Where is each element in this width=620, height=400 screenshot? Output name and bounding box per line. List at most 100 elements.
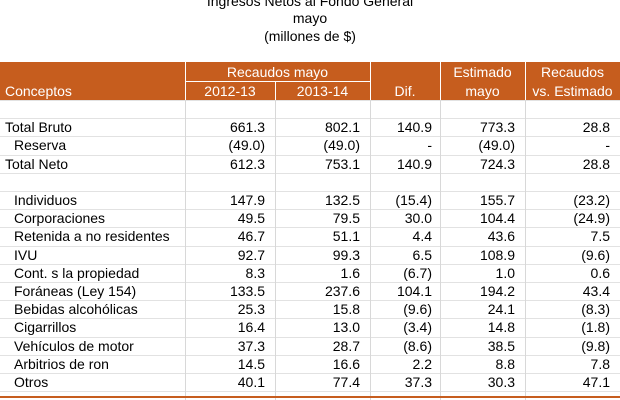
cell: 612.3: [229, 155, 265, 172]
header-group: Recaudos mayo: [226, 64, 329, 80]
row-label: IVU: [14, 246, 38, 263]
cell: 25.3: [237, 301, 265, 318]
cell: 16.4: [237, 319, 265, 336]
cell: 43.6: [487, 228, 515, 245]
cell: (49.0): [478, 137, 515, 154]
title-line: Ingresos Netos al Fondo General: [206, 0, 414, 9]
header-cell: Conceptos: [5, 83, 72, 99]
row-line: [0, 118, 620, 120]
cell: 30.3: [487, 374, 515, 390]
row-label: Reserva: [14, 137, 67, 154]
row-line: [0, 100, 620, 101]
row-line: [0, 282, 620, 283]
row-line: [0, 373, 620, 374]
cell: 28.8: [582, 155, 610, 172]
cell: 194.2: [479, 283, 515, 299]
cell: 7.5: [590, 228, 610, 245]
cell: (23.2): [573, 192, 610, 208]
row-line: [0, 318, 620, 320]
col-line: [275, 100, 276, 400]
cell: (9.6): [581, 246, 610, 263]
row-line: [0, 172, 620, 174]
row-label: Total Neto: [5, 155, 69, 172]
cell: (3.4): [403, 319, 432, 336]
cell: 724.3: [479, 155, 515, 172]
cell: (8.6): [403, 337, 432, 354]
cell: 24.1: [487, 301, 515, 318]
cell: 140.9: [396, 155, 432, 172]
row-label: Retenida a no residentes: [14, 228, 170, 245]
cell: 46.7: [237, 228, 265, 245]
row-label: Cigarrillos: [14, 319, 77, 336]
header-divider: [275, 81, 276, 100]
bottom-border: [0, 396, 620, 398]
cell: 237.6: [324, 283, 360, 299]
col-line: [440, 100, 441, 400]
cell: 108.9: [479, 246, 515, 263]
cell: 4.4: [412, 228, 432, 245]
header-cell: mayo: [465, 83, 500, 99]
cell: 49.5: [237, 210, 265, 227]
cell: 661.3: [229, 119, 265, 136]
cell: (9.8): [581, 337, 610, 354]
col-line: [185, 100, 186, 400]
cell: (8.3): [581, 301, 610, 318]
cell: 16.6: [332, 355, 360, 372]
row-line: [0, 245, 620, 247]
cell: 51.1: [332, 228, 360, 245]
cell: 43.4: [582, 283, 610, 299]
cell: 802.1: [324, 119, 360, 136]
cell: 1.0: [495, 264, 515, 281]
cell: 147.9: [229, 192, 265, 208]
cell: 14.8: [487, 319, 515, 336]
cell: 92.7: [237, 246, 265, 263]
cell: 1.6: [340, 264, 360, 281]
cell: 37.3: [237, 337, 265, 354]
cell: (9.6): [403, 301, 432, 318]
title-line: mayo: [292, 10, 328, 26]
row-line: [0, 227, 620, 229]
row-line: [0, 154, 620, 156]
header-cell: vs. Estimado: [532, 83, 613, 99]
cell: 40.1: [237, 374, 265, 390]
cell: (49.0): [228, 137, 265, 154]
row-line: [0, 391, 620, 393]
col-line: [370, 100, 371, 400]
cell: (6.7): [403, 264, 432, 281]
cell: 773.3: [479, 119, 515, 136]
cell: 77.4: [332, 374, 360, 390]
row-label: Total Bruto: [5, 119, 72, 136]
row-label: Bebidas alcohólicas: [14, 301, 138, 318]
cell: 37.3: [404, 374, 432, 390]
cell: 79.5: [332, 210, 360, 227]
row-line: [0, 209, 620, 211]
cell: (15.4): [395, 192, 432, 208]
header-top: Estimado: [453, 64, 512, 80]
cell: 8.8: [495, 355, 515, 372]
cell: 99.3: [332, 246, 360, 263]
cell: 30.0: [404, 210, 432, 227]
cell: 38.5: [487, 337, 515, 354]
cell: (24.9): [573, 210, 610, 227]
header-underline: [185, 81, 370, 82]
header-cell: Dif.: [394, 83, 416, 99]
cell: 15.8: [332, 301, 360, 318]
cell: (1.8): [581, 319, 610, 336]
title-line: (millones de $): [264, 28, 356, 44]
cell: 0.6: [590, 264, 610, 281]
row-label: Vehículos de motor: [14, 337, 134, 354]
cell: 7.8: [590, 355, 610, 372]
row-label: Arbitrios de ron: [14, 355, 109, 372]
cell: 6.5: [412, 246, 432, 263]
header-top: Recaudos: [540, 64, 605, 80]
header-cell: 2013-14: [296, 83, 349, 99]
header-divider: [440, 62, 441, 100]
header-divider: [370, 62, 371, 100]
row-line: [0, 354, 620, 356]
cell: 104.4: [479, 210, 515, 227]
cell: 14.5: [237, 355, 265, 372]
cell: 28.7: [332, 337, 360, 354]
cell: (49.0): [323, 137, 360, 154]
row-label: Individuos: [14, 192, 78, 208]
